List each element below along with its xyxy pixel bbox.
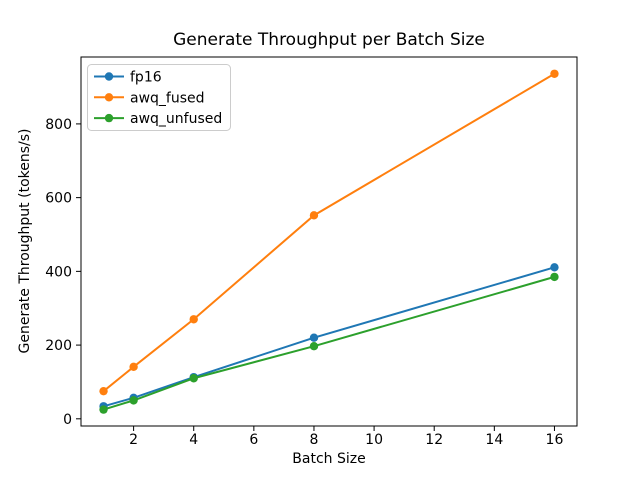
x-tick-label: 2	[129, 432, 138, 448]
legend-marker-icon	[104, 93, 114, 102]
x-tick-label: 16	[546, 432, 564, 448]
data-point-awq_unfused-x1	[99, 405, 108, 414]
data-point-awq_unfused-x8	[309, 341, 319, 351]
legend-label: fp16	[130, 70, 162, 86]
data-point-awq_fused-x2	[129, 362, 138, 372]
x-tick-label: 12	[425, 432, 443, 448]
axes-spines	[80, 56, 578, 427]
legend-label: awq_unfused	[130, 111, 222, 127]
x-tick-label: 8	[310, 432, 319, 448]
x-tick-label: 6	[249, 432, 258, 448]
x-tick-label: 14	[485, 432, 503, 448]
y-axis-label: Generate Throughput (tokens/s)	[17, 129, 33, 354]
legend-box	[87, 64, 231, 131]
data-point-awq_fused-x16	[550, 69, 559, 78]
x-tick-label: 10	[365, 432, 383, 448]
legend-marker-icon	[104, 72, 114, 81]
data-point-awq_unfused-x2	[129, 396, 138, 405]
data-point-fp16-x8	[309, 333, 319, 342]
data-point-awq_fused-x1	[99, 386, 108, 396]
y-tick-label: 800	[45, 117, 72, 133]
axes-frame: 2 4 6 8 10 12 14 16 0 200 400 600 800	[45, 56, 578, 448]
data-point-awq_fused-x8	[309, 211, 319, 220]
series-line-awq_unfused	[102, 275, 556, 411]
plot-series	[99, 69, 559, 414]
legend-entry-awq_fused: awq_fused	[94, 90, 205, 106]
legend-label: awq_fused	[130, 90, 205, 106]
legend: fp16 awq_fused awq_unfused	[87, 64, 231, 131]
y-tick-label: 0	[63, 412, 72, 428]
x-axis-label: Batch Size	[292, 451, 365, 467]
data-point-awq_unfused-x4	[189, 374, 198, 383]
data-point-fp16-x16	[550, 263, 559, 272]
data-point-awq_unfused-x16	[550, 272, 559, 282]
legend-marker-icon	[104, 113, 114, 123]
y-tick-label: 600	[45, 191, 72, 207]
y-tick-label: 400	[45, 264, 72, 280]
legend-entry-awq_unfused: awq_unfused	[94, 111, 222, 127]
y-tick-label: 200	[45, 338, 72, 354]
legend-entry-fp16: fp16	[94, 70, 162, 86]
chart-title: Generate Throughput per Batch Size	[173, 30, 485, 50]
x-tick-label: 4	[189, 432, 198, 448]
data-point-awq_fused-x4	[189, 315, 198, 324]
